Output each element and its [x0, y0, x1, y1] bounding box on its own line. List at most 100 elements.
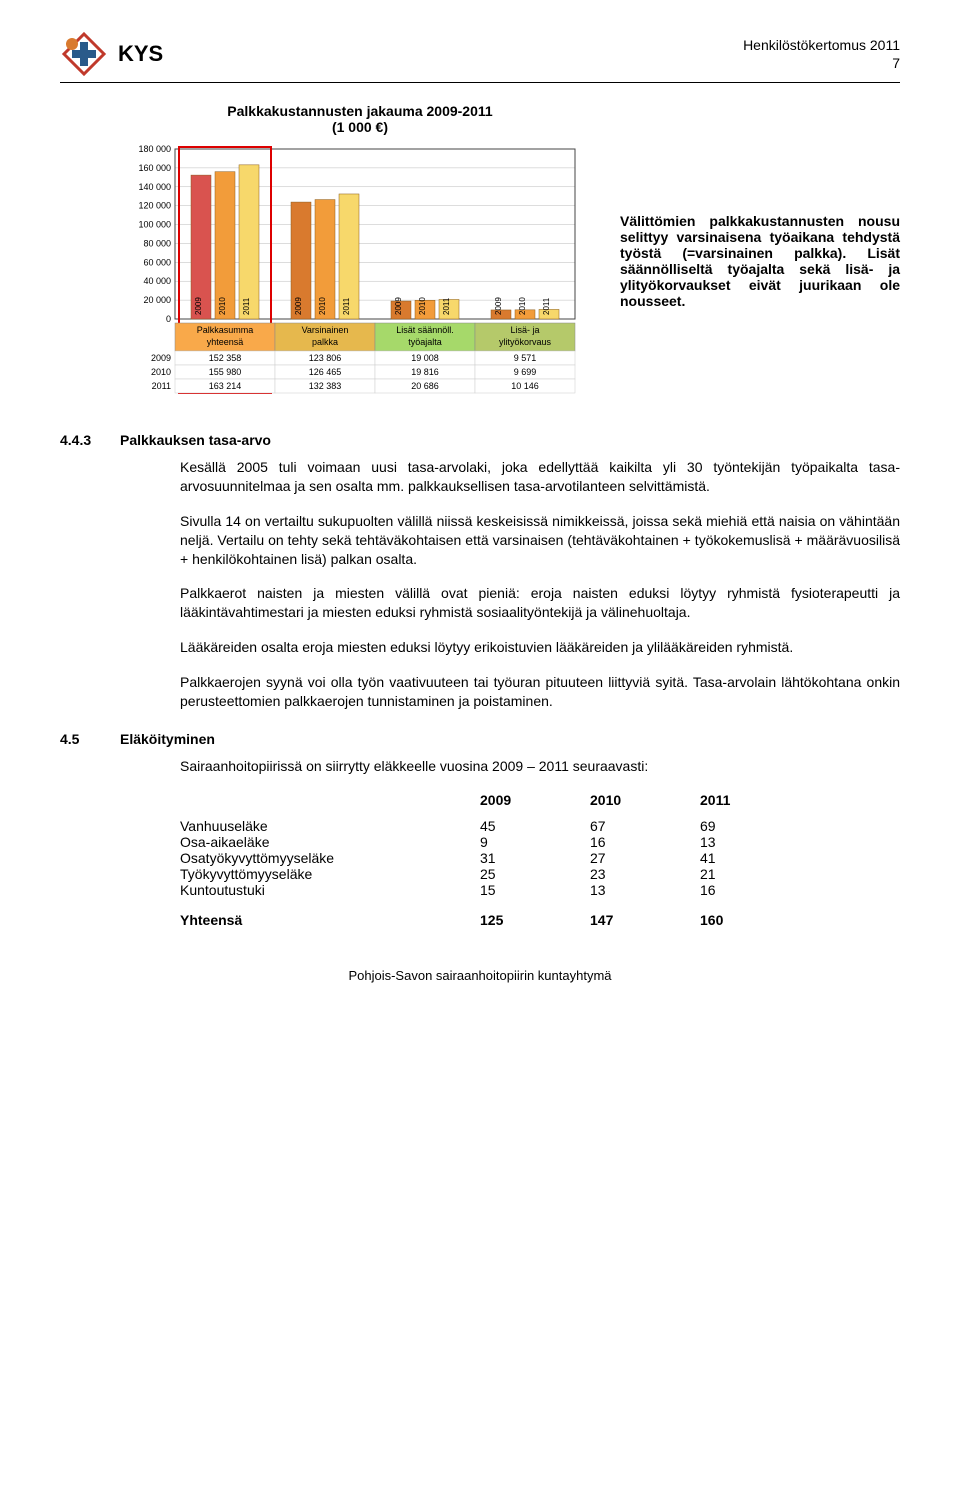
cell: 21	[700, 866, 810, 882]
cell: 13	[590, 882, 700, 898]
paragraph: Kesällä 2005 tuli voimaan uusi tasa-arvo…	[180, 458, 900, 496]
paragraph: Sivulla 14 on vertailtu sukupuolten väli…	[180, 512, 900, 569]
svg-text:9 699: 9 699	[514, 367, 537, 377]
svg-text:0: 0	[166, 314, 171, 324]
page-number: 7	[743, 55, 900, 71]
total-value: 147	[590, 912, 700, 928]
svg-text:2009: 2009	[394, 297, 403, 315]
cell: 15	[480, 882, 590, 898]
svg-text:9 571: 9 571	[514, 353, 537, 363]
svg-text:2010: 2010	[318, 297, 327, 315]
cell: 16	[700, 882, 810, 898]
svg-text:60 000: 60 000	[143, 257, 171, 267]
svg-text:2011: 2011	[442, 297, 451, 315]
svg-text:40 000: 40 000	[143, 276, 171, 286]
col-header: 2010	[590, 792, 700, 808]
footer-text: Pohjois-Savon sairaanhoitopiirin kuntayh…	[60, 968, 900, 983]
row-label: Kuntoutustuki	[180, 882, 480, 898]
svg-text:20 686: 20 686	[411, 381, 439, 391]
svg-text:työajalta: työajalta	[408, 337, 442, 347]
section-title-45: Eläköityminen	[120, 731, 215, 747]
section-number-45: 4.5	[60, 731, 100, 747]
svg-text:2011: 2011	[542, 297, 551, 315]
table-row: Työkyvyttömyyseläke 25 23 21	[180, 866, 860, 882]
svg-text:80 000: 80 000	[143, 238, 171, 248]
svg-text:2009: 2009	[294, 297, 303, 315]
svg-text:120 000: 120 000	[138, 201, 171, 211]
cell: 69	[700, 818, 810, 834]
paragraph: Palkkaerot naisten ja miesten välillä ov…	[180, 584, 900, 622]
svg-text:Lisät säännöll.: Lisät säännöll.	[396, 325, 454, 335]
total-value: 125	[480, 912, 590, 928]
svg-text:2009: 2009	[194, 297, 203, 315]
section-title-443: Palkkauksen tasa-arvo	[120, 432, 271, 448]
svg-text:123 806: 123 806	[309, 353, 342, 363]
svg-text:160 000: 160 000	[138, 163, 171, 173]
cell: 9	[480, 834, 590, 850]
svg-text:163 214: 163 214	[209, 381, 242, 391]
svg-text:100 000: 100 000	[138, 220, 171, 230]
svg-text:2010: 2010	[218, 297, 227, 315]
cell: 23	[590, 866, 700, 882]
cell: 45	[480, 818, 590, 834]
table-row: Kuntoutustuki 15 13 16	[180, 882, 860, 898]
chart-svg: 0 20 000 40 000 60 000 80 000 100 000 120 000 1…	[120, 139, 600, 399]
doc-title: Henkilöstökertomus 2011	[743, 37, 900, 53]
svg-text:2010: 2010	[518, 297, 527, 315]
row-label: Osatyökyvyttömyyseläke	[180, 850, 480, 866]
chart-caption: Välittömien palkkakustannusten nousu sel…	[620, 103, 900, 309]
row-label: Vanhuuseläke	[180, 818, 480, 834]
svg-text:10 146: 10 146	[511, 381, 539, 391]
cell: 67	[590, 818, 700, 834]
section-number-443: 4.4.3	[60, 432, 100, 448]
total-value: 160	[700, 912, 810, 928]
svg-text:palkka: palkka	[312, 337, 338, 347]
svg-text:2011: 2011	[242, 297, 251, 315]
svg-text:Palkkasumma: Palkkasumma	[197, 325, 254, 335]
pension-table: 2009 2010 2011 Vanhuuseläke 45 67 69Osa-…	[180, 792, 860, 928]
svg-text:Lisä- ja: Lisä- ja	[510, 325, 539, 335]
paragraph: Lääkäreiden osalta eroja miesten eduksi …	[180, 638, 900, 657]
col-header: 2011	[700, 792, 810, 808]
pension-intro: Sairaanhoitopiirissä on siirrytty eläkke…	[180, 757, 900, 776]
header-divider	[60, 82, 900, 83]
svg-text:19 008: 19 008	[411, 353, 439, 363]
total-label: Yhteensä	[180, 912, 480, 928]
svg-text:2010: 2010	[418, 297, 427, 315]
svg-text:155 980: 155 980	[209, 367, 242, 377]
paragraph: Palkkaerojen syynä voi olla työn vaativu…	[180, 673, 900, 711]
table-row: Osa-aikaeläke 9 16 13	[180, 834, 860, 850]
svg-text:126 465: 126 465	[309, 367, 342, 377]
svg-text:140 000: 140 000	[138, 182, 171, 192]
cell: 16	[590, 834, 700, 850]
svg-text:152 358: 152 358	[209, 353, 242, 363]
svg-text:2010: 2010	[151, 367, 171, 377]
cell: 41	[700, 850, 810, 866]
svg-text:Varsinainen: Varsinainen	[302, 325, 349, 335]
svg-text:2011: 2011	[152, 381, 171, 391]
org-name: KYS	[118, 41, 163, 67]
col-header: 2009	[480, 792, 590, 808]
svg-text:2009: 2009	[494, 297, 503, 315]
cell: 27	[590, 850, 700, 866]
chart-subtitle: (1 000 €)	[332, 119, 388, 135]
cell: 13	[700, 834, 810, 850]
svg-text:180 000: 180 000	[138, 144, 171, 154]
svg-text:19 816: 19 816	[411, 367, 439, 377]
row-label: Osa-aikaeläke	[180, 834, 480, 850]
svg-text:yhteensä: yhteensä	[207, 337, 244, 347]
table-row: Vanhuuseläke 45 67 69	[180, 818, 860, 834]
cell: 31	[480, 850, 590, 866]
kys-logo	[60, 30, 108, 78]
chart-container: Palkkakustannusten jakauma 2009-2011 (1 …	[120, 103, 600, 402]
svg-text:132 383: 132 383	[309, 381, 342, 391]
svg-text:20 000: 20 000	[143, 295, 171, 305]
chart-title: Palkkakustannusten jakauma 2009-2011	[227, 103, 492, 119]
svg-text:2009: 2009	[151, 353, 171, 363]
row-label: Työkyvyttömyyseläke	[180, 866, 480, 882]
svg-text:ylityökorvaus: ylityökorvaus	[499, 337, 552, 347]
table-row: Osatyökyvyttömyyseläke 31 27 41	[180, 850, 860, 866]
cell: 25	[480, 866, 590, 882]
page-header: KYS Henkilöstökertomus 2011 7	[60, 30, 900, 78]
svg-text:2011: 2011	[342, 297, 351, 315]
